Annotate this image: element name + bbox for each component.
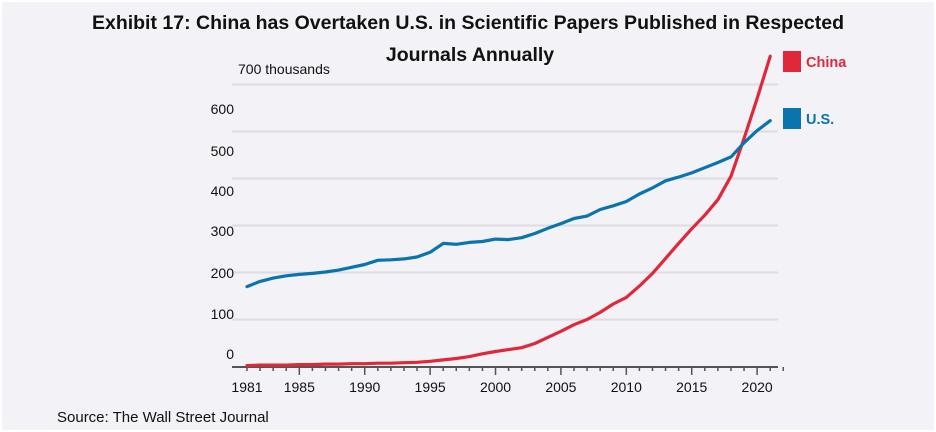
y-tick-label: 600 xyxy=(211,101,235,117)
series-line-china xyxy=(245,54,772,368)
source-note: Source: The Wall Street Journal xyxy=(57,409,269,426)
legend-label-us: U.S. xyxy=(806,112,834,128)
x-tick-label: 1981 xyxy=(231,379,262,395)
y-tick-label: 500 xyxy=(211,143,235,159)
legend: China U.S. xyxy=(783,51,847,129)
chart-title-line-1: Exhibit 17: China has Overtaken U.S. in … xyxy=(91,12,845,34)
legend-swatch-china xyxy=(783,51,801,72)
x-tick-label: 1990 xyxy=(349,379,380,395)
y-tick-label: 100 xyxy=(211,306,235,322)
x-tick-label: 2020 xyxy=(742,379,773,395)
y-tick-label: 400 xyxy=(211,183,235,199)
series-line-us xyxy=(245,119,772,289)
y-tick-label: 0 xyxy=(226,346,234,362)
y-tick-label: 700 thousands xyxy=(238,61,330,77)
y-tick-label: 300 xyxy=(211,223,235,239)
series-lines xyxy=(245,54,772,368)
x-axis: 1981 1985 1990 1995 2000 2005 2010 2015 2020 xyxy=(231,366,785,395)
x-tick-label: 2000 xyxy=(480,379,511,395)
legend-swatch-us xyxy=(783,108,801,129)
y-axis-labels: 700 thousands 600 500 400 300 200 100 0 xyxy=(211,61,330,362)
x-tick-label: 2010 xyxy=(611,379,642,395)
gridlines xyxy=(232,83,778,321)
y-tick-label: 200 xyxy=(211,265,235,281)
chart-title-line-2: Journals Annually xyxy=(385,44,555,66)
x-tick-label: 1995 xyxy=(415,379,446,395)
legend-label-china: China xyxy=(806,55,847,71)
x-tick-label: 2015 xyxy=(676,379,707,395)
x-tick-label: 2005 xyxy=(545,379,576,395)
x-tick-label: 1985 xyxy=(284,379,315,395)
